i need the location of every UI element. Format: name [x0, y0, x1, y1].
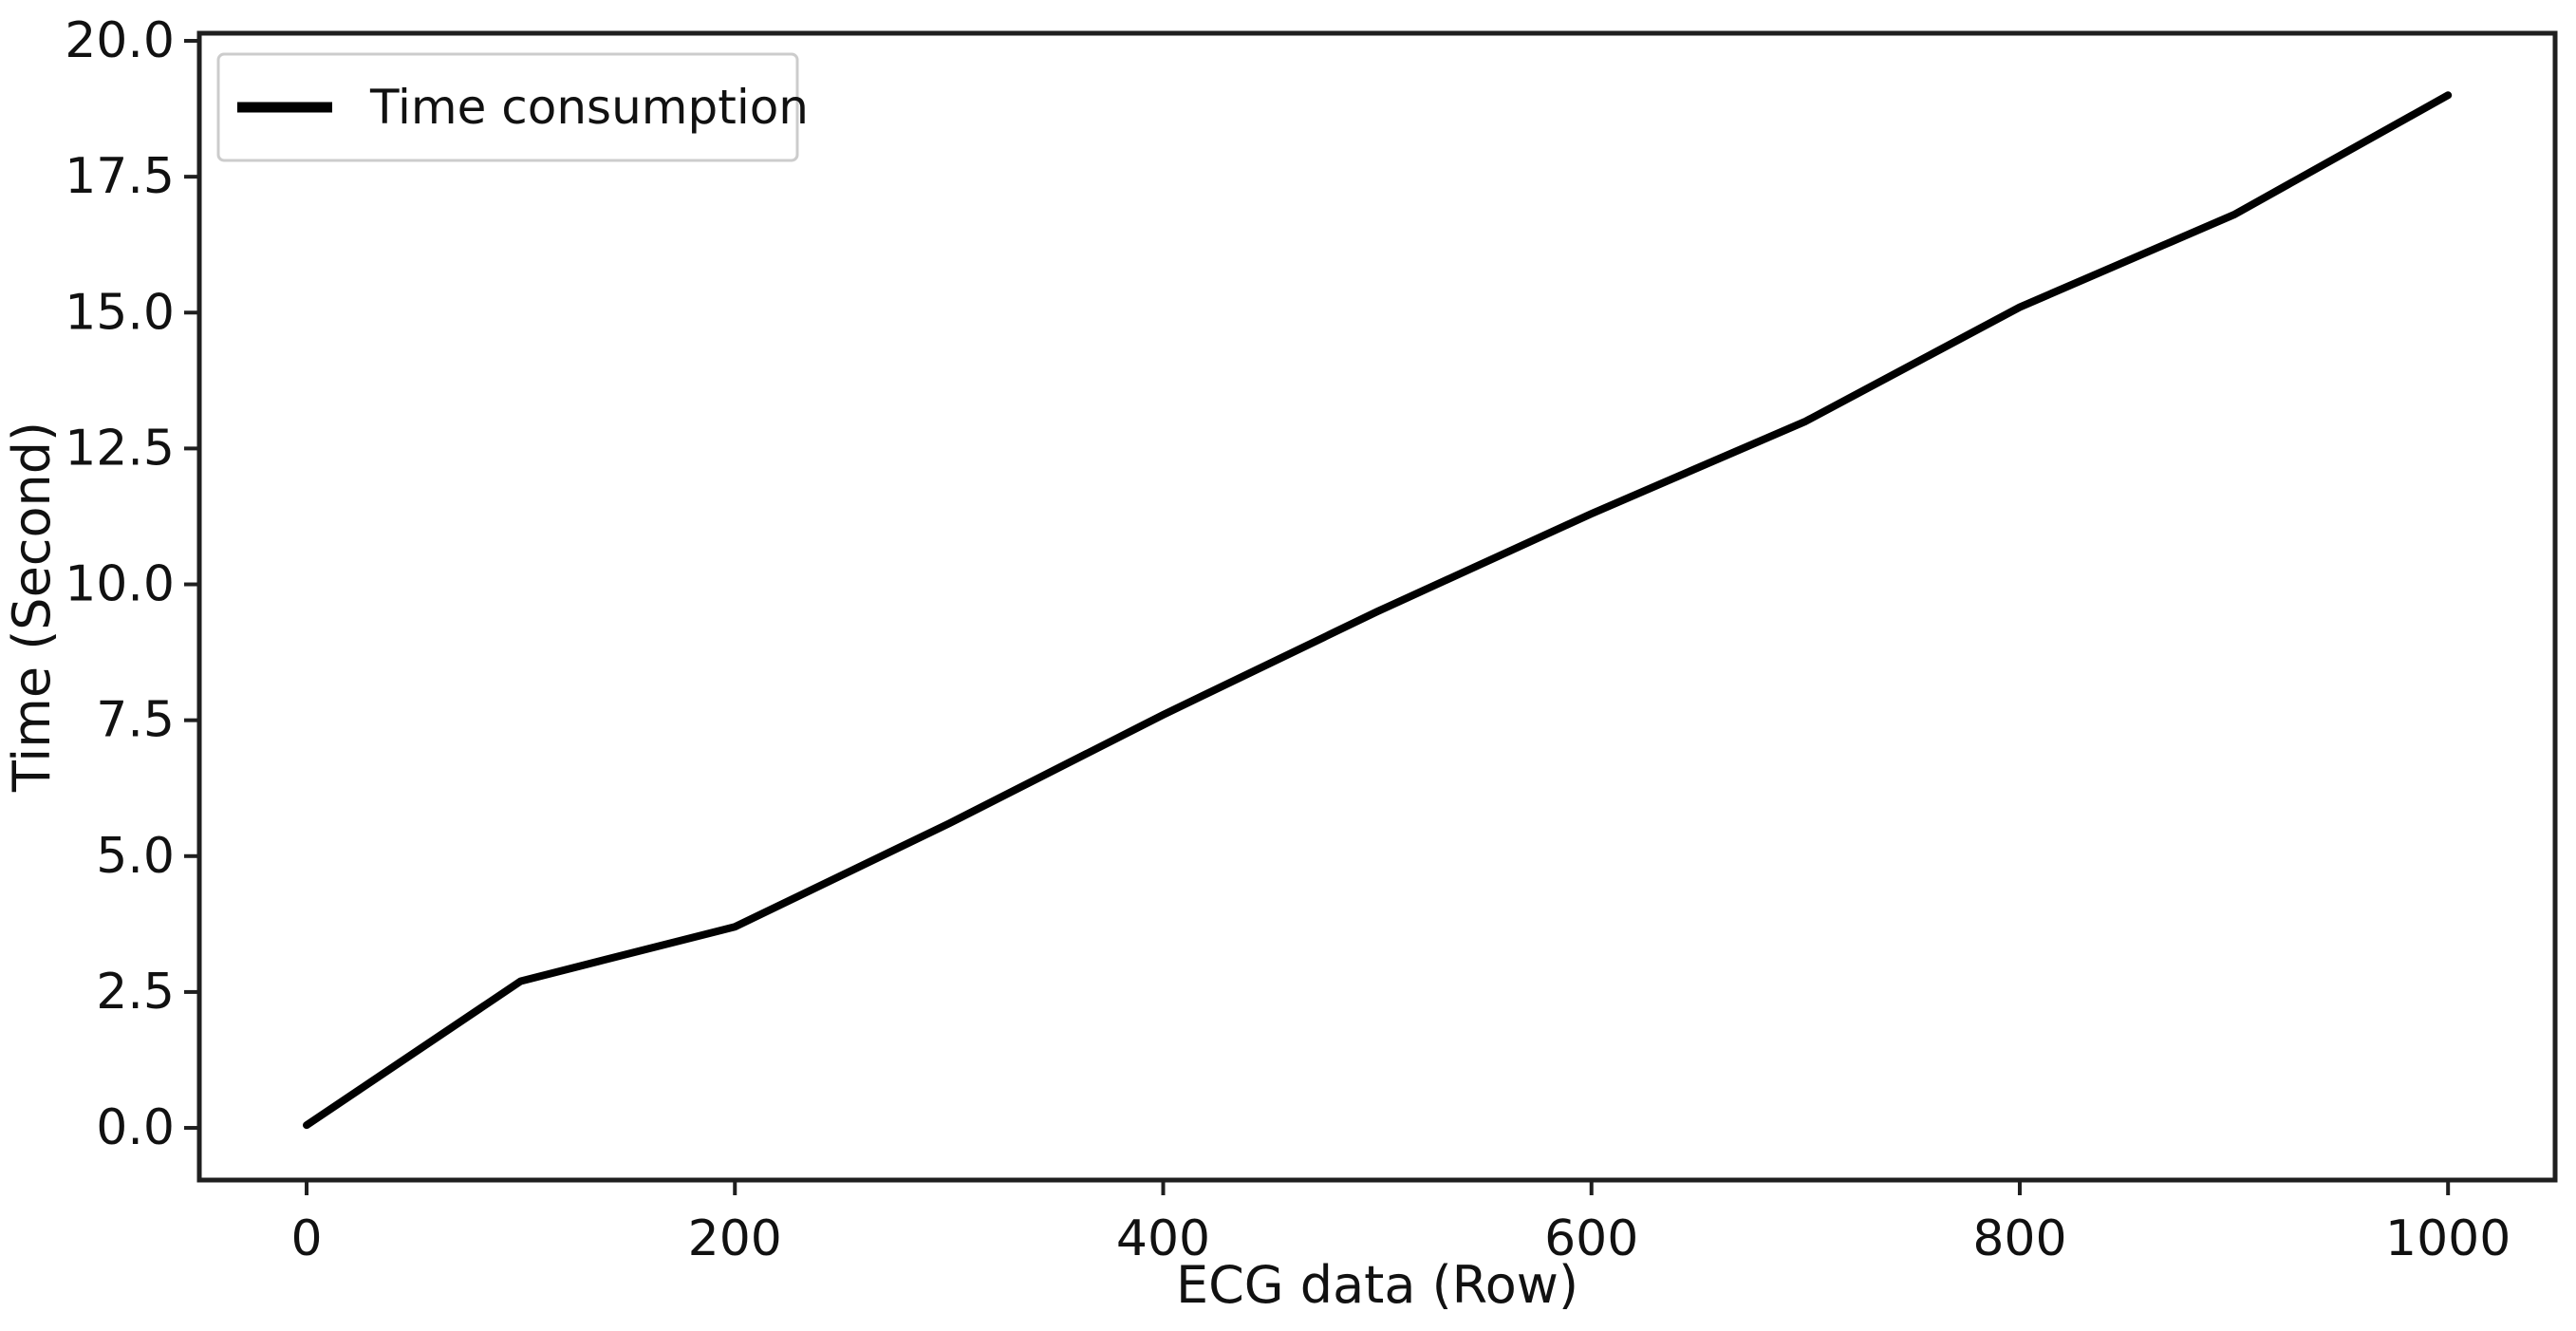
y-tick-label: 10.0 — [65, 556, 175, 613]
legend-label: Time consumption — [369, 80, 809, 135]
y-tick-label: 15.0 — [65, 284, 175, 341]
x-tick-label: 0 — [290, 1210, 322, 1267]
y-tick-label: 12.5 — [65, 420, 175, 477]
axes-box — [196, 30, 2558, 1183]
y-tick-label: 7.5 — [96, 692, 175, 749]
y-tick-label: 2.5 — [96, 964, 175, 1021]
y-tick-label: 20.0 — [65, 12, 175, 69]
x-tick-label: 200 — [688, 1210, 782, 1267]
x-axis-label: ECG data (Row) — [1176, 1255, 1578, 1315]
x-tick-label: 800 — [1972, 1210, 2066, 1267]
series-line — [303, 91, 2453, 1130]
x-tick-label: 400 — [1116, 1210, 1210, 1267]
y-tick-label: 17.5 — [65, 148, 175, 205]
x-tick-label: 600 — [1544, 1210, 1638, 1267]
y-tick-label: 5.0 — [96, 828, 175, 885]
y-tick-label: 0.0 — [96, 1099, 175, 1156]
y-axis-label: Time (Second) — [2, 422, 62, 793]
x-tick-label: 1000 — [2385, 1210, 2511, 1267]
legend-box — [216, 52, 799, 162]
